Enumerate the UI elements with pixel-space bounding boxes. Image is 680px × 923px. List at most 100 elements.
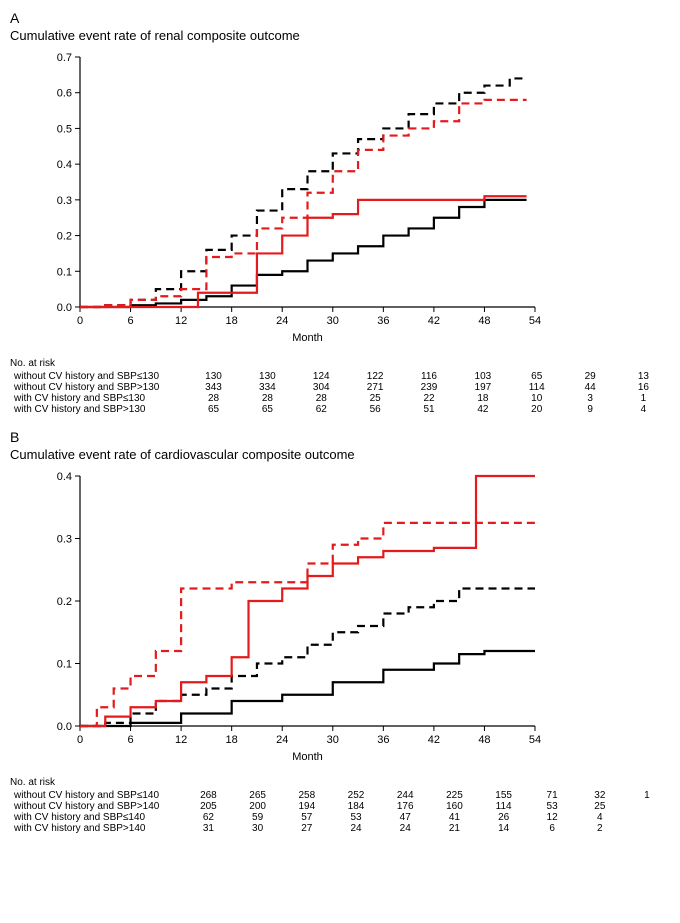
cv-chart: 0612182430364248540.00.10.20.30.4Month bbox=[10, 466, 550, 766]
risk-value: 29 bbox=[564, 371, 617, 382]
svg-text:0.2: 0.2 bbox=[57, 596, 72, 608]
risk-value: 160 bbox=[430, 801, 479, 812]
risk-value: 155 bbox=[479, 790, 528, 801]
svg-text:42: 42 bbox=[428, 734, 440, 746]
risk-value: 244 bbox=[381, 790, 430, 801]
risk-value: 14 bbox=[479, 823, 528, 834]
risk-value: 130 bbox=[187, 371, 241, 382]
risk-value: 1 bbox=[624, 790, 670, 801]
panel-b-label: B bbox=[10, 429, 670, 445]
risk-row-label: without CV history and SBP≤140 bbox=[10, 790, 184, 801]
risk-value: 65 bbox=[187, 404, 241, 415]
svg-text:54: 54 bbox=[529, 734, 541, 746]
panel-b-risk-table: without CV history and SBP≤1402682652582… bbox=[10, 790, 670, 834]
svg-text:0.2: 0.2 bbox=[57, 231, 72, 243]
risk-value: 31 bbox=[184, 823, 233, 834]
risk-value: 205 bbox=[184, 801, 233, 812]
panel-b: B Cumulative event rate of cardiovascula… bbox=[10, 429, 670, 834]
svg-text:6: 6 bbox=[127, 315, 133, 327]
risk-value: 10 bbox=[510, 393, 564, 404]
risk-row-label: with CV history and SBP≤140 bbox=[10, 812, 184, 823]
risk-value: 114 bbox=[510, 382, 564, 393]
svg-text:0.4: 0.4 bbox=[57, 471, 72, 483]
svg-text:36: 36 bbox=[377, 315, 389, 327]
panel-a-label: A bbox=[10, 10, 670, 26]
risk-value: 26 bbox=[479, 812, 528, 823]
risk-value: 53 bbox=[331, 812, 380, 823]
risk-value: 265 bbox=[233, 790, 282, 801]
risk-value: 6 bbox=[528, 823, 576, 834]
risk-value: 176 bbox=[381, 801, 430, 812]
svg-text:0.3: 0.3 bbox=[57, 195, 72, 207]
svg-text:0.3: 0.3 bbox=[57, 534, 72, 546]
risk-value: 124 bbox=[294, 371, 348, 382]
risk-value: 27 bbox=[282, 823, 331, 834]
risk-value: 42 bbox=[456, 404, 510, 415]
risk-value: 239 bbox=[402, 382, 456, 393]
risk-value: 12 bbox=[528, 812, 576, 823]
risk-value: 252 bbox=[331, 790, 380, 801]
risk-value: 65 bbox=[240, 404, 294, 415]
risk-value: 116 bbox=[402, 371, 456, 382]
risk-value: 30 bbox=[233, 823, 282, 834]
risk-value: 25 bbox=[576, 801, 624, 812]
risk-value: 184 bbox=[331, 801, 380, 812]
svg-text:18: 18 bbox=[226, 315, 238, 327]
svg-text:6: 6 bbox=[127, 734, 133, 746]
risk-value: 16 bbox=[617, 382, 670, 393]
risk-value: 20 bbox=[510, 404, 564, 415]
risk-value: 62 bbox=[184, 812, 233, 823]
risk-row-label: without CV history and SBP>140 bbox=[10, 801, 184, 812]
risk-value: 24 bbox=[381, 823, 430, 834]
risk-value: 258 bbox=[282, 790, 331, 801]
panel-a-title: Cumulative event rate of renal composite… bbox=[10, 28, 670, 43]
svg-text:48: 48 bbox=[478, 734, 490, 746]
risk-value bbox=[624, 812, 670, 823]
panel-b-risk-header: No. at risk bbox=[10, 777, 670, 788]
risk-value: 56 bbox=[348, 404, 402, 415]
risk-value: 28 bbox=[187, 393, 241, 404]
risk-value: 41 bbox=[430, 812, 479, 823]
svg-text:0.1: 0.1 bbox=[57, 659, 72, 671]
risk-value: 13 bbox=[617, 371, 670, 382]
risk-value: 197 bbox=[456, 382, 510, 393]
svg-text:0: 0 bbox=[77, 734, 83, 746]
risk-value: 343 bbox=[187, 382, 241, 393]
risk-row-label: with CV history and SBP≤130 bbox=[10, 393, 187, 404]
svg-text:0.5: 0.5 bbox=[57, 123, 72, 135]
risk-value: 62 bbox=[294, 404, 348, 415]
risk-value: 2 bbox=[576, 823, 624, 834]
svg-text:12: 12 bbox=[175, 315, 187, 327]
risk-value: 53 bbox=[528, 801, 576, 812]
risk-value: 3 bbox=[564, 393, 617, 404]
risk-value: 24 bbox=[331, 823, 380, 834]
risk-value: 47 bbox=[381, 812, 430, 823]
svg-text:0.1: 0.1 bbox=[57, 266, 72, 278]
svg-text:42: 42 bbox=[428, 315, 440, 327]
risk-value: 65 bbox=[510, 371, 564, 382]
risk-value: 200 bbox=[233, 801, 282, 812]
svg-text:48: 48 bbox=[478, 315, 490, 327]
svg-text:0.7: 0.7 bbox=[57, 52, 72, 64]
panel-a-risk-table: without CV history and SBP≤1301301301241… bbox=[10, 371, 670, 415]
svg-text:Month: Month bbox=[292, 332, 323, 344]
risk-value: 59 bbox=[233, 812, 282, 823]
risk-value bbox=[624, 801, 670, 812]
risk-value: 51 bbox=[402, 404, 456, 415]
risk-value: 1 bbox=[617, 393, 670, 404]
risk-value: 4 bbox=[576, 812, 624, 823]
risk-value bbox=[624, 823, 670, 834]
risk-value: 225 bbox=[430, 790, 479, 801]
risk-value: 18 bbox=[456, 393, 510, 404]
svg-text:Month: Month bbox=[292, 751, 323, 763]
risk-value: 4 bbox=[617, 404, 670, 415]
risk-value: 44 bbox=[564, 382, 617, 393]
svg-text:0.4: 0.4 bbox=[57, 159, 72, 171]
risk-value: 25 bbox=[348, 393, 402, 404]
risk-value: 9 bbox=[564, 404, 617, 415]
panel-a-risk-header: No. at risk bbox=[10, 358, 670, 369]
renal-chart: 0612182430364248540.00.10.20.30.40.50.60… bbox=[10, 47, 550, 347]
svg-text:30: 30 bbox=[327, 734, 339, 746]
risk-value: 334 bbox=[240, 382, 294, 393]
risk-row-label: with CV history and SBP>140 bbox=[10, 823, 184, 834]
